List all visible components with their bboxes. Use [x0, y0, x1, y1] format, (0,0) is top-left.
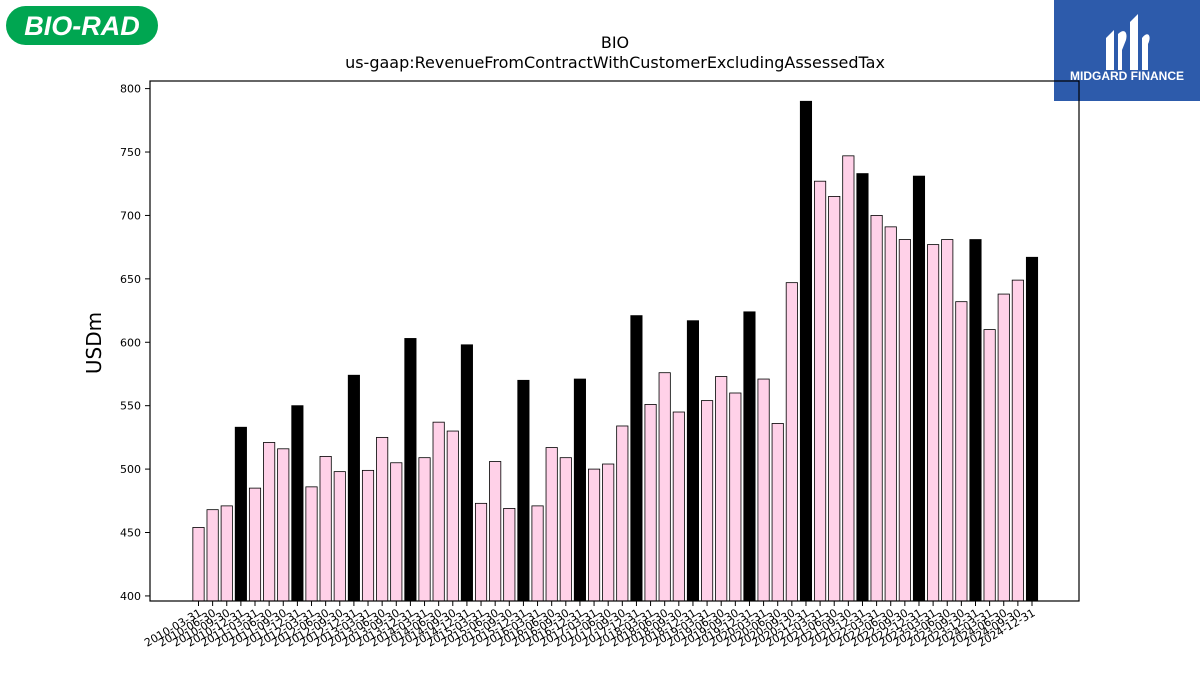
- bio-rad-logo-text: BIO-RAD: [24, 11, 140, 41]
- y-axis-label: USDm: [82, 312, 106, 374]
- bar-2022-06-30: [884, 226, 897, 602]
- bar-2016-09-30: [559, 457, 572, 602]
- bar-2017-12-31: [630, 315, 643, 602]
- bar-2019-06-30: [715, 376, 728, 602]
- bar-2018-06-30: [658, 372, 671, 602]
- bar-2024-12-31: [1025, 256, 1039, 602]
- y-tick-label: 600: [120, 336, 141, 349]
- bar-2020-06-30: [771, 423, 784, 602]
- y-tick-label: 400: [120, 590, 141, 603]
- bar-2014-03-31: [418, 457, 431, 602]
- bar-2023-03-31: [927, 244, 940, 602]
- bar-2012-09-30: [333, 471, 346, 602]
- bar-2015-03-31: [474, 502, 488, 602]
- midgard-emblem-icon: [1106, 14, 1150, 70]
- bar-2018-12-31: [686, 320, 699, 602]
- chart-title: BIO: [601, 33, 629, 52]
- bar-2020-12-31: [799, 100, 813, 602]
- bar-2021-12-31: [856, 173, 869, 602]
- y-tick-label: 750: [120, 146, 141, 159]
- bar-2013-12-31: [404, 338, 417, 602]
- bar-2024-09-30: [1011, 279, 1024, 602]
- y-axis: 400 450 500 550 600 650 700 750 800: [120, 83, 150, 603]
- y-tick-label: 500: [120, 463, 141, 476]
- bars-group: [192, 100, 1039, 602]
- bar-2022-03-31: [870, 215, 883, 602]
- bar-2010-06-30: [206, 509, 219, 602]
- bar-2016-12-31: [573, 378, 586, 602]
- bar-2021-06-30: [828, 196, 841, 602]
- bar-2011-06-30: [263, 442, 276, 602]
- bar-2016-06-30: [545, 447, 558, 602]
- bar-2023-12-31: [969, 239, 982, 602]
- bar-2019-09-30: [729, 392, 742, 602]
- bar-2021-09-30: [842, 155, 855, 602]
- bar-2011-09-30: [277, 448, 290, 602]
- bar-2012-12-31: [347, 374, 360, 602]
- bar-2022-12-31: [912, 175, 926, 602]
- y-tick-label: 700: [120, 209, 141, 222]
- midgard-finance-logo-background: [1054, 0, 1200, 101]
- bar-2020-09-30: [785, 282, 798, 602]
- bio-rad-logo: BIO-RAD: [6, 6, 158, 45]
- y-tick-label: 550: [120, 400, 141, 413]
- bar-2023-09-30: [955, 301, 968, 602]
- midgard-finance-logo: MIDGARD FINANCE: [1054, 0, 1200, 101]
- bar-2011-03-31: [248, 487, 262, 602]
- bar-2014-06-30: [432, 421, 445, 602]
- bar-2017-06-30: [602, 463, 615, 602]
- bar-2013-09-30: [390, 462, 403, 602]
- bar-2014-09-30: [446, 430, 459, 602]
- y-tick-label: 450: [120, 527, 141, 540]
- bar-2011-12-31: [291, 405, 304, 602]
- bar-2020-03-31: [757, 378, 770, 602]
- bar-2019-12-31: [743, 311, 756, 602]
- bar-2016-03-31: [531, 505, 544, 602]
- bar-2010-09-30: [220, 505, 233, 602]
- bar-2018-03-31: [644, 404, 657, 602]
- bar-2012-06-30: [319, 456, 332, 602]
- bar-2015-09-30: [503, 508, 516, 602]
- bar-2018-09-30: [672, 411, 685, 602]
- y-tick-label: 800: [120, 83, 141, 96]
- bar-2024-06-30: [997, 293, 1010, 602]
- midgard-finance-logo-text: MIDGARD FINANCE: [1070, 69, 1184, 83]
- bar-2013-06-30: [376, 436, 389, 602]
- bar-2017-09-30: [616, 425, 629, 602]
- bar-2013-03-31: [361, 469, 375, 602]
- bar-2015-06-30: [489, 461, 502, 602]
- bar-2022-09-30: [898, 239, 911, 602]
- bar-2014-12-31: [460, 344, 473, 602]
- plot-frame: [149, 80, 1080, 602]
- bar-2010-12-31: [234, 426, 247, 602]
- bar-2023-06-30: [941, 239, 954, 602]
- bar-2021-03-31: [814, 180, 827, 602]
- bar-2012-03-31: [305, 486, 318, 602]
- bar-2019-03-31: [701, 400, 714, 602]
- bar-2017-03-31: [588, 468, 601, 602]
- bar-2015-12-31: [517, 379, 530, 602]
- bio-rad-logo-pill: [6, 6, 158, 45]
- bar-2024-03-31: [983, 329, 996, 602]
- bar-2010-03-31: [192, 527, 205, 602]
- chart-subtitle: us-gaap:RevenueFromContractWithCustomerE…: [345, 53, 885, 72]
- x-axis: 2010-03-312010-06-302010-09-302010-12-31…: [142, 601, 1038, 650]
- y-tick-label: 650: [120, 273, 141, 286]
